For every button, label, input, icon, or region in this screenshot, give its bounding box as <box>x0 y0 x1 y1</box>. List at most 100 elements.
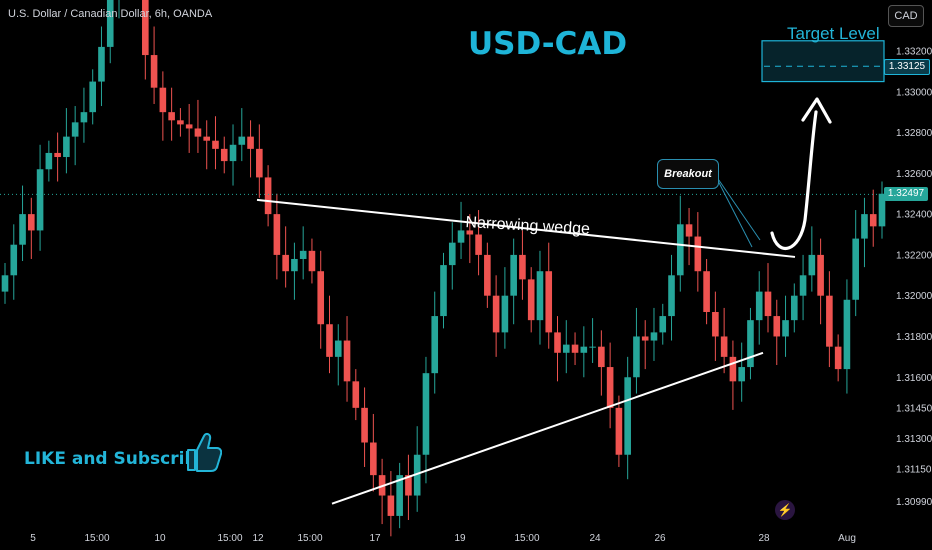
candle-body <box>615 407 623 455</box>
y-tick-label: 1.32400 <box>896 210 932 221</box>
y-tick-label: 1.31300 <box>896 434 932 445</box>
wedge-lower-line <box>331 351 764 505</box>
candle-body <box>641 336 649 341</box>
candle-body <box>317 271 325 325</box>
candle-body <box>159 87 167 113</box>
candle-body <box>791 295 798 321</box>
candle-body <box>668 275 675 317</box>
x-tick-label: 15:00 <box>84 533 109 544</box>
candle-body <box>720 336 728 357</box>
candle-body <box>431 316 439 374</box>
breakout-callout: Breakout <box>657 159 719 189</box>
candle-body <box>659 316 667 333</box>
candle-body <box>817 254 824 296</box>
candle-body <box>106 0 114 47</box>
candle-body <box>291 258 298 272</box>
candle-body <box>150 55 158 88</box>
candle-body <box>308 250 316 272</box>
candle-body <box>834 346 842 370</box>
x-tick-label: 12 <box>252 533 264 544</box>
x-tick-label: 24 <box>589 533 601 544</box>
candle-body <box>177 120 184 125</box>
candle-body <box>484 254 491 296</box>
candle-body <box>422 373 430 455</box>
candle-body <box>273 214 281 255</box>
x-tick-label: 17 <box>369 533 381 544</box>
candle-body <box>694 236 702 272</box>
candle-body <box>387 495 395 516</box>
candle-body <box>826 295 833 347</box>
x-tick-label: 28 <box>758 533 770 544</box>
candle-body <box>475 234 482 255</box>
x-tick-label: 15:00 <box>514 533 539 544</box>
candle-body <box>413 454 421 496</box>
currency-button[interactable]: CAD <box>888 5 924 27</box>
candle-body <box>229 144 237 162</box>
candle-body <box>773 316 781 337</box>
candle-body <box>264 177 272 215</box>
candle-body <box>71 122 79 137</box>
y-tick-label: 1.33200 <box>896 46 932 57</box>
candle-body <box>334 340 342 357</box>
y-tick-label: 1.32000 <box>896 291 932 302</box>
candle-body <box>212 140 219 149</box>
y-tick-label: 1.30990 <box>896 497 932 508</box>
candle-body <box>554 332 561 353</box>
projection-arrow <box>770 110 818 250</box>
candle-body <box>782 320 789 337</box>
candle-body <box>843 299 851 370</box>
candle-body <box>396 475 403 516</box>
y-tick-label: 1.31450 <box>896 403 932 414</box>
candle-body <box>755 291 763 321</box>
candle-body <box>799 275 807 296</box>
candle-body <box>448 242 456 266</box>
x-tick-label: 19 <box>454 533 466 544</box>
y-tick-label: 1.31150 <box>896 465 932 476</box>
current-price-tag: 1.32497 <box>884 187 928 202</box>
breakout-pointer <box>713 172 761 241</box>
candle-body <box>676 224 684 276</box>
candle-body <box>580 346 588 353</box>
symbol-header: U.S. Dollar / Canadian Dollar, 6h, OANDA <box>8 8 213 20</box>
candle-body <box>492 295 500 333</box>
candle-body <box>650 332 658 341</box>
y-tick-label: 1.31600 <box>896 373 932 384</box>
candle-body <box>370 442 377 476</box>
candle-body <box>299 250 307 259</box>
candle-body <box>168 112 175 121</box>
candle-body <box>45 152 53 170</box>
y-tick-label: 1.32200 <box>896 250 932 261</box>
candle-body <box>633 336 640 378</box>
candle-body <box>203 136 211 141</box>
candle-body <box>28 214 35 231</box>
target-zone-box <box>761 40 885 83</box>
candle-body <box>562 344 570 353</box>
breakout-pointer <box>713 172 753 248</box>
candle-body <box>238 136 246 145</box>
target-level-label: Target Level <box>787 24 880 43</box>
x-tick-label: 5 <box>30 533 36 544</box>
candle-body <box>606 367 614 408</box>
candle-body <box>869 214 877 227</box>
x-tick-label: 15:00 <box>297 533 322 544</box>
candle-body <box>571 344 579 353</box>
candle-body <box>19 214 26 245</box>
candle-body <box>405 475 412 496</box>
candle-body <box>36 169 44 231</box>
candle-body <box>738 367 745 382</box>
candle-body <box>624 377 631 455</box>
candle-body <box>747 320 754 368</box>
x-tick-label: 10 <box>154 533 166 544</box>
candle-body <box>220 148 228 162</box>
candle-body <box>63 136 70 158</box>
candle-body <box>194 128 202 137</box>
y-tick-label: 1.32600 <box>896 169 932 180</box>
lightning-icon[interactable]: ⚡ <box>775 500 795 520</box>
x-tick-label: Aug <box>838 533 856 544</box>
candle-body <box>808 254 816 276</box>
candle-body <box>703 271 710 312</box>
candle-body <box>536 271 544 321</box>
candle-body <box>598 346 605 368</box>
candle-body <box>589 346 596 348</box>
like-subscribe-text: LIKE and Subscribe <box>24 449 209 469</box>
